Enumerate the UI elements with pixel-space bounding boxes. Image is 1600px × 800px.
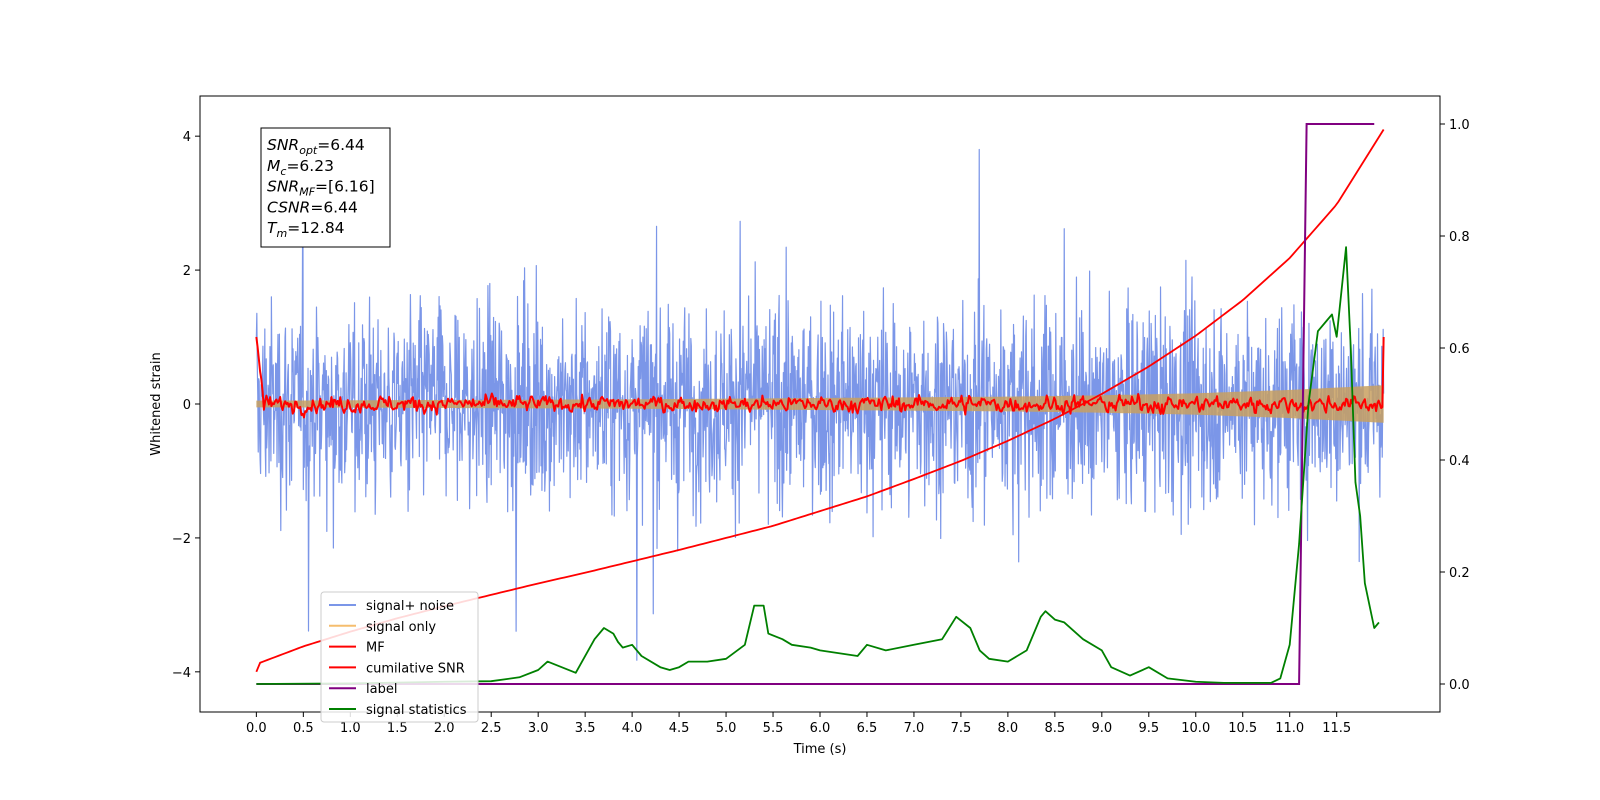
x-tick-label: 0.0	[246, 721, 267, 736]
y-tick-label: −4	[172, 666, 191, 681]
x-tick-label: 8.5	[1045, 721, 1066, 736]
x-tick-label: 6.5	[857, 721, 878, 736]
legend-label: signal only	[366, 620, 436, 635]
series-mf	[255, 336, 1385, 419]
x-tick-label: 3.5	[575, 721, 596, 736]
y-right-tick-label: 0.8	[1449, 230, 1470, 245]
y-tick-label: 0	[183, 398, 191, 413]
y-right-tick-label: 0.4	[1449, 454, 1470, 469]
axes: 0.0 0.5 1.0 1.5 2.0 2.5 3.0 3.5 4.0 4.5 5.0 5.5 6.0 6…	[172, 118, 1470, 736]
y-axis-label: Whitened strain	[149, 352, 164, 455]
x-tick-label: 9.5	[1138, 721, 1159, 736]
legend-label: signal+ noise	[366, 599, 454, 614]
legend-label: label	[366, 682, 397, 697]
legend: signal+ noise signal only MF cumilative SNR…	[320, 591, 479, 723]
x-tick-label: 5.0	[716, 721, 737, 736]
annotation-line: Mc=6.23	[267, 157, 334, 178]
legend-label: cumilative SNR	[366, 661, 465, 676]
x-tick-label: 9.0	[1091, 721, 1112, 736]
annotation-line: Tm=12.84	[267, 219, 345, 240]
x-tick-label: 10.0	[1181, 721, 1210, 736]
x-tick-label: 8.0	[998, 721, 1019, 736]
x-tick-label: 3.0	[528, 721, 549, 736]
x-tick-label: 7.5	[951, 721, 972, 736]
y-right-tick-label: 0.2	[1449, 566, 1470, 581]
x-tick-label: 4.5	[669, 721, 690, 736]
x-tick-label: 4.0	[622, 721, 643, 736]
legend-label: signal statistics	[366, 703, 467, 718]
x-tick-label: 0.5	[293, 721, 314, 736]
x-tick-label: 5.5	[763, 721, 784, 736]
x-tick-label: 6.0	[810, 721, 831, 736]
x-tick-label: 7.0	[904, 721, 925, 736]
x-tick-label: 2.5	[481, 721, 502, 736]
x-tick-label: 11.5	[1322, 721, 1351, 736]
x-tick-label: 1.5	[387, 721, 408, 736]
x-axis-label: Time (s)	[793, 742, 847, 757]
x-tick-label: 11.0	[1275, 721, 1304, 736]
x-tick-label: 1.0	[340, 721, 361, 736]
legend-label: MF	[366, 641, 385, 656]
y-right-tick-label: 0.0	[1449, 678, 1470, 693]
y-right-tick-label: 0.6	[1449, 342, 1470, 357]
x-tick-label: 10.5	[1228, 721, 1257, 736]
annotation-frame	[260, 127, 391, 248]
y-tick-label: 4	[183, 130, 191, 145]
series-signal-noise	[255, 148, 1385, 661]
y-tick-label: 2	[183, 264, 191, 279]
annotation-line: SNRopt=6.44	[267, 136, 365, 157]
annotation-line: SNRMF=[6.16]	[267, 178, 375, 199]
x-tick-label: 2.0	[434, 721, 455, 736]
series-signal-statistics	[256, 246, 1380, 685]
y-right-tick-label: 1.0	[1449, 118, 1470, 133]
series-label	[256, 123, 1375, 685]
annotation-line: CSNR=6.44	[267, 198, 358, 216]
legend-frame	[320, 591, 479, 723]
y-tick-label: −2	[172, 532, 191, 547]
